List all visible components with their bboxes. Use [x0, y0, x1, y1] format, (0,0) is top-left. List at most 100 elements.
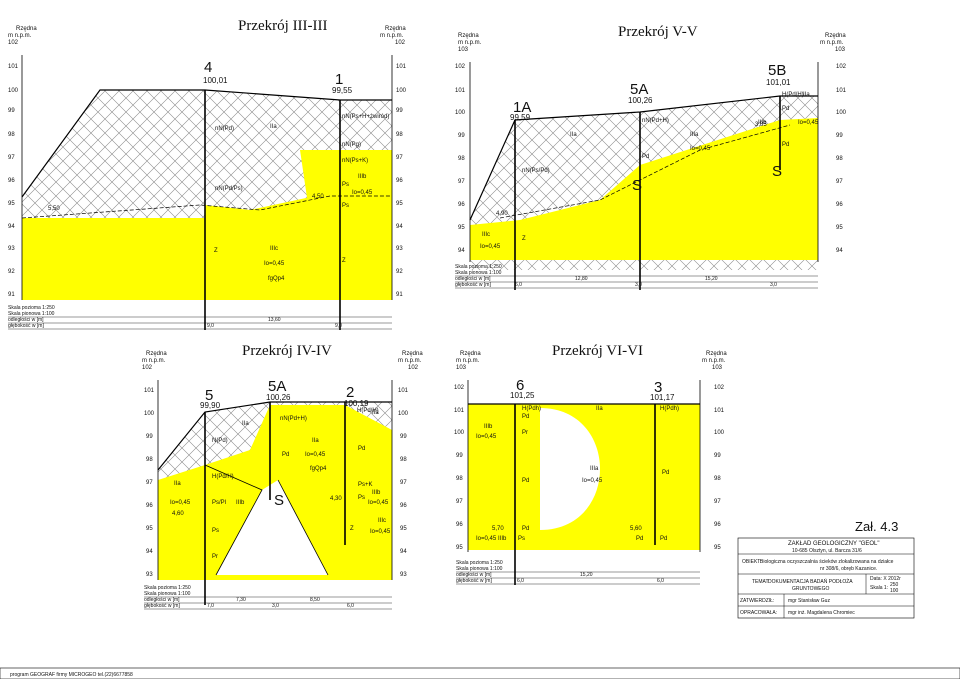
svg-text:S: S	[274, 492, 284, 509]
svg-text:Ps/Pl: Ps/Pl	[212, 500, 226, 506]
svg-text:95: 95	[146, 526, 153, 532]
svg-text:9,0: 9,0	[335, 323, 342, 329]
section-title: Przekrój VI-VI	[552, 343, 643, 359]
svg-text:93: 93	[146, 572, 153, 578]
units-label: m n.p.m.	[702, 358, 726, 364]
svg-text:S: S	[772, 163, 782, 180]
svg-text:96: 96	[714, 522, 721, 528]
svg-text:głębokość w [m]: głębokość w [m]	[144, 603, 180, 609]
svg-text:H(Pdh): H(Pdh)	[522, 406, 541, 412]
svg-text:Pr: Pr	[212, 554, 218, 560]
svg-text:101: 101	[836, 88, 847, 94]
borehole-elevation: 99,55	[332, 86, 353, 95]
svg-text:nN(Ps/Pd): nN(Ps/Pd)	[522, 168, 550, 174]
svg-text:15,20: 15,20	[580, 572, 593, 578]
svg-text:6,0: 6,0	[657, 578, 664, 584]
rzedna-label: Rzędna	[458, 33, 479, 39]
svg-text:99: 99	[458, 133, 465, 139]
layer-labels: IIa nN(Pd+H) N(Pd) IIa H(Pd/H) IIa Io=0,…	[170, 408, 391, 560]
svg-text:94: 94	[146, 549, 153, 555]
svg-text:100: 100	[836, 110, 847, 116]
svg-text:96: 96	[458, 202, 465, 208]
water-level: 4,50	[312, 194, 324, 200]
svg-text:97: 97	[396, 155, 403, 161]
svg-text:96: 96	[396, 178, 403, 184]
svg-text:H(Pd/H): H(Pd/H)	[212, 474, 234, 480]
borehole-elevation: 100,19	[344, 399, 369, 408]
scale-table: Skala pozioma 1:250 Skala pionowa 1:100 …	[456, 560, 700, 585]
svg-text:15,20: 15,20	[705, 276, 718, 282]
svg-text:Pd: Pd	[522, 526, 529, 532]
elevation-ticks: 101 100 99 98 97 96 95 94 93 101 100 99 …	[144, 388, 409, 578]
svg-text:94: 94	[458, 248, 465, 254]
svg-text:95: 95	[714, 545, 721, 551]
elevation-ticks: 101 100 99 98 97 96 95 94 93 92 91 101 1…	[8, 64, 407, 298]
svg-text:IIa: IIa	[270, 124, 277, 130]
svg-text:Io=0,45: Io=0,45	[582, 478, 603, 484]
water-level: 5,50	[48, 206, 60, 212]
top-elevation: 103	[456, 365, 467, 371]
svg-text:Skala pozioma 1:250: Skala pozioma 1:250	[8, 305, 55, 311]
svg-text:H(Pd/H): H(Pd/H)	[782, 92, 804, 98]
borehole-name: 5	[205, 387, 213, 404]
svg-text:101: 101	[396, 64, 407, 70]
temat-value-2: GRUNTOWEGO	[792, 586, 830, 592]
temat-label: TEMAT:	[752, 579, 769, 585]
rzedna-label: Rzędna	[825, 33, 846, 39]
approved-by: mgr Stanisław Guz	[788, 598, 830, 604]
layer-labels: nN(Pd) IIa nN(Ps+H+żwiród) nN(Pg) nN(Ps+…	[214, 114, 389, 282]
svg-text:IIIb: IIIb	[484, 424, 493, 430]
borehole-name: 5A	[630, 81, 648, 98]
svg-text:95: 95	[458, 225, 465, 231]
svg-text:100: 100	[144, 411, 155, 417]
svg-text:Pr: Pr	[522, 430, 528, 436]
svg-text:Skala pionowa 1:100: Skala pionowa 1:100	[455, 270, 502, 276]
svg-text:98: 98	[456, 476, 463, 482]
svg-text:97: 97	[714, 499, 721, 505]
borehole-name: 5A	[268, 378, 286, 395]
svg-text:Pd: Pd	[522, 414, 529, 420]
svg-text:Io=0,45: Io=0,45	[476, 434, 497, 440]
svg-text:101: 101	[398, 388, 409, 394]
top-elevation: 102	[142, 365, 153, 371]
rzedna-label: Rzędna	[16, 26, 37, 32]
svg-text:Pd: Pd	[660, 536, 667, 542]
borehole-elevation: 101,25	[510, 391, 535, 400]
top-elevation: 102	[8, 40, 19, 46]
obiekt-value: Biologiczna oczyszczalnia ścieków zlokal…	[760, 559, 894, 565]
svg-text:IIa: IIa	[570, 132, 577, 138]
borehole-name: 1	[335, 71, 343, 88]
svg-text:odległości w [m]: odległości w [m]	[144, 597, 180, 603]
svg-text:94: 94	[8, 224, 15, 230]
svg-text:Io=0,45: Io=0,45	[352, 190, 373, 196]
svg-text:99: 99	[836, 133, 843, 139]
svg-text:Ps: Ps	[358, 495, 365, 501]
svg-text:98: 98	[836, 156, 843, 162]
svg-text:92: 92	[8, 269, 15, 275]
top-elevation: 103	[712, 365, 723, 371]
svg-text:97: 97	[400, 480, 407, 486]
svg-text:odległości w [m]: odległości w [m]	[456, 572, 492, 578]
svg-text:6,0: 6,0	[517, 578, 524, 584]
svg-text:97: 97	[836, 179, 843, 185]
svg-text:fgQp4: fgQp4	[310, 466, 327, 472]
svg-text:Io=0,45: Io=0,45	[370, 529, 391, 535]
svg-text:101: 101	[714, 408, 725, 414]
svg-text:IIIc: IIIc	[378, 518, 386, 524]
borehole-name: 5B	[768, 62, 786, 79]
svg-text:9,0: 9,0	[207, 323, 214, 329]
footer-bar	[0, 667, 960, 679]
elevation-ticks: 102 101 100 99 98 97 96 95 94 102 101 10…	[455, 64, 847, 254]
svg-text:95: 95	[400, 526, 407, 532]
svg-text:Pd: Pd	[782, 106, 789, 112]
date-value: Data: X 2012r	[870, 576, 901, 582]
scale-horizontal: 250	[890, 582, 899, 588]
svg-text:Pd: Pd	[358, 446, 365, 452]
units-label: m n.p.m.	[142, 358, 166, 364]
units-label: m n.p.m.	[8, 33, 32, 39]
svg-text:Pd: Pd	[636, 536, 643, 542]
svg-text:100: 100	[454, 430, 465, 436]
section-IV-IV: Rzędna m n.p.m. 102 Rzędna m n.p.m. 102 …	[142, 343, 423, 610]
svg-text:93: 93	[8, 246, 15, 252]
